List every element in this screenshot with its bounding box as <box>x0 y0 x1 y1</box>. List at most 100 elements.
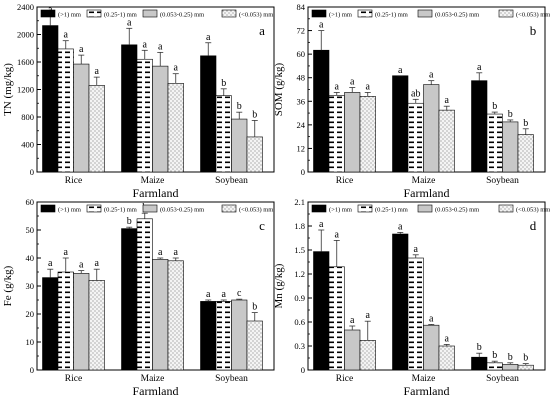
panel-label: a <box>259 23 265 38</box>
legend-swatch <box>40 204 56 213</box>
bar-3-1-0 <box>392 233 409 371</box>
significance-letter: b <box>523 118 528 129</box>
legend-label: (>1) mm <box>329 12 352 19</box>
bar-3-1-2 <box>423 324 440 371</box>
legend-swatch <box>357 204 373 213</box>
y-axis-label: Fe (g/kg) <box>2 265 14 306</box>
significance-letter: b <box>127 216 132 227</box>
significance-letter: a <box>79 260 84 271</box>
bar-0-2-3 <box>246 136 263 173</box>
y-tick-label: 1.5 <box>294 245 305 255</box>
bar-1-1-3 <box>438 109 455 173</box>
y-axis-label: TN (mg/kg) <box>2 63 14 116</box>
bar-1-2-3 <box>517 134 534 173</box>
bar-0-2-0 <box>200 55 217 173</box>
significance-letter: c <box>237 288 242 299</box>
bar-2-0-0 <box>42 277 59 371</box>
y-tick-label: 1.8 <box>294 221 305 231</box>
y-tick-label: 72 <box>297 26 306 36</box>
significance-letter: b <box>477 342 482 353</box>
y-tick-label: 0 <box>301 167 305 177</box>
y-tick-label: 400 <box>21 140 34 150</box>
legend-label: (0.25-1) mm <box>375 12 408 19</box>
legend-swatch <box>417 204 433 213</box>
bar-1-2-0 <box>471 80 488 173</box>
significance-letter: a <box>95 66 100 77</box>
legend-label: (>1) mm <box>58 207 81 214</box>
legend-swatch <box>311 204 327 213</box>
y-tick-label: 2400 <box>17 2 34 12</box>
y-tick-label: 0 <box>301 365 305 375</box>
panel-label: d <box>530 218 537 233</box>
legend-label: (0.053-0.25) mm <box>435 207 479 214</box>
bar-1-1-2 <box>423 84 440 173</box>
bar-2-2-2 <box>231 299 248 371</box>
bar-0-0-0 <box>42 25 59 173</box>
significance-letter: b <box>492 350 497 361</box>
y-tick-label: 1200 <box>17 85 34 95</box>
significance-letter: b <box>221 78 226 89</box>
bar-1-2-1 <box>486 113 503 173</box>
bar-2-2-3 <box>246 320 263 371</box>
significance-letter: a <box>158 247 163 258</box>
significance-letter: a <box>174 63 179 74</box>
bar-3-0-3 <box>359 340 376 371</box>
bar-2-1-0 <box>121 228 138 371</box>
bar-2-1-3 <box>167 260 184 371</box>
legend: (>1) mm (0.25-1) mm (0.053-0.25) mm (<0.053… <box>40 9 273 19</box>
y-tick-label: 48 <box>297 73 306 83</box>
y-axis-label: SOM (g/kg) <box>273 62 285 116</box>
bar-3-0-0 <box>313 251 330 371</box>
y-tick-label: 0.3 <box>294 341 305 351</box>
y-tick-label: 30 <box>26 281 35 291</box>
legend-swatch <box>357 9 373 18</box>
significance-letter: a <box>95 258 100 269</box>
y-tick-label: 12 <box>297 143 306 153</box>
bar-0-0-1 <box>57 48 74 173</box>
significance-letter: a <box>335 229 340 240</box>
significance-letter: a <box>319 20 324 31</box>
bar-2-1-2 <box>152 259 169 371</box>
bar-1-0-3 <box>359 96 376 173</box>
bar-0-1-0 <box>121 44 138 173</box>
significance-letter: a <box>445 95 450 106</box>
bar-0-0-3 <box>88 85 105 173</box>
category-label-soybean: Soybean <box>486 374 519 384</box>
significance-letter: a <box>127 17 132 28</box>
significance-letter: a <box>350 77 355 88</box>
bar-2-2-0 <box>200 301 217 371</box>
bar-3-2-2 <box>502 364 519 371</box>
significance-letter: a <box>158 41 163 52</box>
significance-letter: a <box>398 65 403 76</box>
legend-label: (>1) mm <box>329 207 352 214</box>
legend-swatch <box>417 9 433 18</box>
bar-2-0-1 <box>57 271 74 371</box>
bars: aaaabbaaaacb <box>42 202 263 371</box>
bar-3-0-2 <box>344 329 361 371</box>
y-tick-label: 40 <box>26 253 35 263</box>
legend-swatch <box>221 9 237 18</box>
significance-letter: b <box>523 353 528 364</box>
legend-label: (0.053-0.25) mm <box>160 12 204 19</box>
significance-letter: a <box>48 258 53 269</box>
significance-letter: a <box>206 289 211 300</box>
bar-2-1-1 <box>136 218 153 371</box>
bars: aaaaaaaaabbb <box>42 4 263 173</box>
bar-0-1-2 <box>152 65 169 173</box>
category-label-rice: Rice <box>336 176 353 186</box>
significance-letter: a <box>350 315 355 326</box>
legend-swatch <box>142 9 158 18</box>
y-tick-label: 84 <box>297 2 306 12</box>
category-label-rice: Rice <box>65 176 82 186</box>
legend-swatch <box>498 204 514 213</box>
significance-letter: a <box>477 62 482 73</box>
y-axis: 0 400 800 1200 1600 2000 2400 <box>17 2 41 177</box>
legend-swatch <box>311 9 327 18</box>
legend: (>1) mm (0.25-1) mm (0.053-0.25) mm (<0.053… <box>311 9 550 19</box>
y-tick-label: 20 <box>26 309 35 319</box>
significance-letter: a <box>429 313 434 324</box>
category-label-maize: Maize <box>141 374 165 384</box>
legend-label: (<0.053) mm <box>516 207 550 214</box>
